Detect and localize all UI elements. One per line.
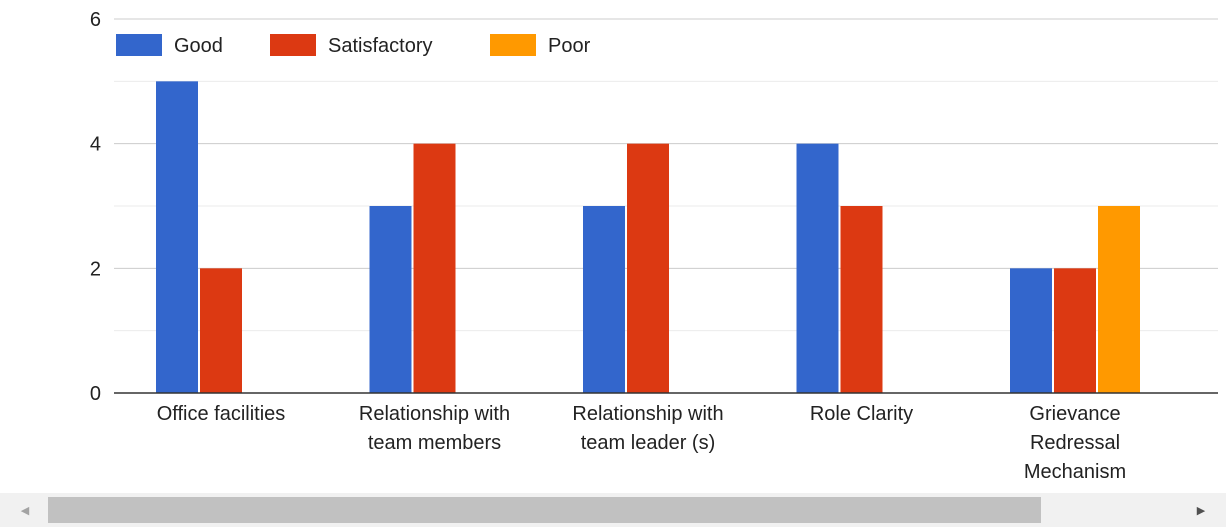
bar-good[interactable] (583, 206, 625, 393)
left-arrow-icon[interactable]: ◀ (20, 504, 30, 517)
category-label: Grievance Redressal Mechanism (1024, 403, 1126, 483)
y-tick-label: 4 (90, 134, 101, 156)
bar-satisfactory[interactable] (200, 268, 242, 393)
horizontal-scrollbar[interactable]: ◀ ▶ (0, 493, 1226, 527)
scrollbar-thumb[interactable] (48, 497, 1041, 523)
category-label: Office facilities (157, 403, 286, 425)
bar-satisfactory[interactable] (840, 206, 883, 393)
bar-chart: 0 2 4 6 Office facilities Relationship with t… (90, 9, 1218, 483)
category-labels: Office facilities Relationship with team m… (157, 403, 1126, 483)
bar-good[interactable] (796, 143, 839, 393)
legend-label-poor: Poor (548, 35, 591, 57)
legend-swatch-satisfactory (270, 34, 316, 56)
chart-viewport: 0 2 4 6 Office facilities Relationship with t… (90, 9, 1218, 483)
y-tick-label: 2 (90, 258, 101, 280)
bar-good[interactable] (156, 81, 198, 393)
bar-good[interactable] (1010, 268, 1052, 393)
bar-satisfactory[interactable] (1054, 268, 1096, 393)
y-axis-ticks: 0 2 4 6 (90, 9, 101, 405)
right-arrow-icon[interactable]: ▶ (1196, 504, 1206, 517)
legend-label-satisfactory: Satisfactory (328, 35, 432, 57)
category-label: Role Clarity (810, 403, 913, 425)
y-tick-label: 0 (90, 383, 101, 405)
legend-swatch-good (116, 34, 162, 56)
bar-poor[interactable] (1098, 206, 1140, 393)
legend: Good Satisfactory Poor (116, 34, 591, 57)
legend-swatch-poor (490, 34, 536, 56)
y-tick-label: 6 (90, 9, 101, 31)
legend-label-good: Good (174, 35, 223, 57)
bar-good[interactable] (369, 206, 412, 393)
bars (156, 81, 1140, 393)
bar-satisfactory[interactable] (413, 143, 456, 393)
bar-satisfactory[interactable] (627, 143, 669, 393)
category-label: Relationship with team leader (s) (572, 403, 723, 454)
category-label: Relationship with team members (359, 403, 510, 454)
